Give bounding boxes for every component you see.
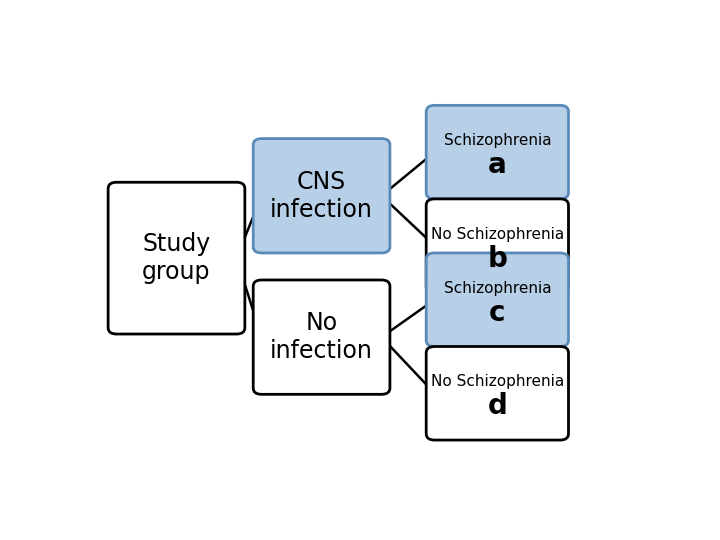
Text: Schizophrenia: Schizophrenia (444, 133, 551, 148)
FancyBboxPatch shape (426, 199, 569, 293)
FancyBboxPatch shape (253, 139, 390, 253)
Text: No Schizophrenia: No Schizophrenia (431, 227, 564, 242)
Text: No
infection: No infection (270, 311, 373, 363)
FancyBboxPatch shape (108, 183, 245, 334)
FancyBboxPatch shape (426, 347, 569, 440)
Text: No Schizophrenia: No Schizophrenia (431, 374, 564, 389)
FancyBboxPatch shape (426, 253, 569, 347)
Text: a: a (488, 151, 507, 179)
FancyBboxPatch shape (426, 105, 569, 199)
FancyBboxPatch shape (253, 280, 390, 394)
Text: CNS
infection: CNS infection (270, 170, 373, 222)
Text: Study
group: Study group (143, 232, 211, 284)
Text: d: d (487, 392, 508, 420)
Text: Schizophrenia: Schizophrenia (444, 281, 551, 296)
Text: c: c (489, 299, 505, 327)
Text: b: b (487, 245, 508, 273)
